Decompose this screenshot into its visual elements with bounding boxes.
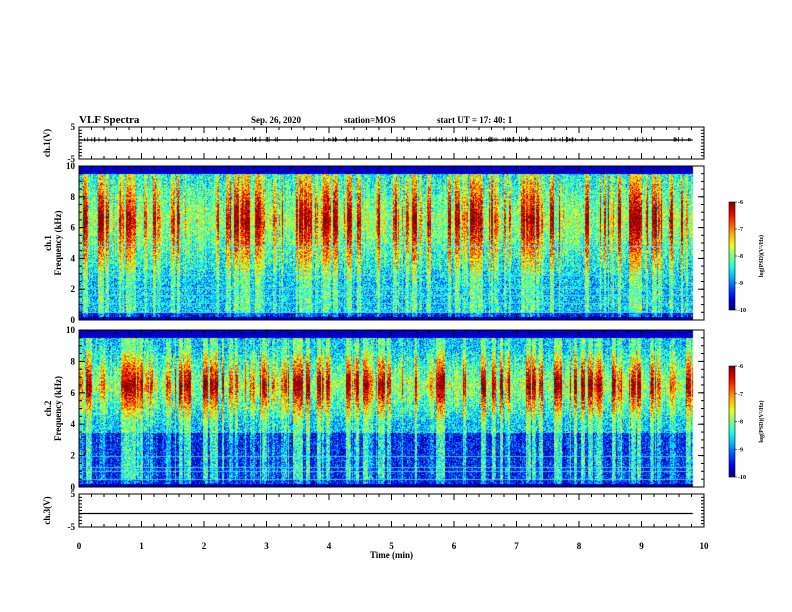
- colorbar-tick-label: -8: [738, 254, 743, 260]
- x-tick-label: 10: [700, 541, 710, 551]
- y-axis-label: Frequency (kHz): [53, 210, 63, 275]
- y-axis-label: ch.1: [43, 235, 53, 251]
- x-tick-label: 9: [639, 541, 644, 551]
- x-tick-label: 3: [264, 541, 269, 551]
- x-tick-label: 6: [452, 541, 457, 551]
- colorbar-tick-label: -7: [738, 392, 743, 398]
- colorbar-tick-label: -10: [738, 475, 746, 481]
- header-date: Sep. 26, 2020: [251, 115, 302, 125]
- ch1-waveform-panel: 5 -5 ch.1(V): [42, 122, 705, 164]
- x-axis-label: Time (min): [370, 550, 413, 560]
- y-tick-label: 0: [71, 482, 76, 492]
- y-tick-label: 2: [71, 284, 76, 294]
- header-start-time: start UT = 17: 40: 1: [437, 115, 513, 125]
- y-tick-label: 5: [71, 122, 76, 132]
- colorbar-tick-label: -7: [738, 227, 743, 233]
- ch2-spectrogram-panel: 0 2 4 6 8 10 ch.2 Frequency (kHz): [43, 325, 705, 492]
- colorbar-label: log(PSD)(V²/Hz): [758, 235, 765, 277]
- x-tick-label: 7: [514, 541, 519, 551]
- x-tick-label: 1: [139, 541, 144, 551]
- colorbar-label: log(PSD)(V²/Hz): [758, 400, 765, 442]
- y-tick-label: 4: [71, 253, 76, 263]
- y-tick-label: 8: [71, 356, 76, 366]
- colorbar-tick-label: -10: [738, 308, 746, 314]
- x-tick-label: 2: [202, 541, 207, 551]
- y-tick-label: 8: [71, 192, 76, 202]
- y-axis-label: ch.3(V): [42, 496, 52, 524]
- colorbar: [728, 365, 736, 478]
- y-tick-label: -5: [68, 154, 76, 164]
- spectrogram-image: [79, 166, 704, 320]
- y-tick-label: 6: [71, 223, 76, 233]
- x-tick-label: 0: [77, 541, 82, 551]
- colorbar-tick-label: -6: [738, 200, 743, 206]
- time-axis: 0 1 2 3 4 5 6 7 8 9 10 Time (min): [77, 541, 709, 560]
- colorbar: [728, 201, 736, 311]
- x-tick-label: 5: [389, 541, 394, 551]
- x-tick-label: 8: [577, 541, 582, 551]
- y-axis-label: ch.2: [43, 400, 53, 416]
- colorbars: -6 -7 -8 -9 -10 log(PSD)(V²/Hz) -6 -7 -8 -9 -10 log…: [728, 200, 765, 481]
- y-tick-label: 10: [66, 161, 76, 171]
- y-tick-label: 10: [66, 325, 76, 335]
- y-tick-label: 0: [71, 315, 76, 325]
- x-tick-label: 4: [327, 541, 332, 551]
- figure-title: VLF Spectra: [79, 114, 140, 126]
- ch3-waveform-panel: 5 -5 ch.3(V): [42, 489, 705, 532]
- spectrogram-image: [79, 330, 704, 487]
- y-tick-label: 6: [71, 388, 76, 398]
- y-tick-label: -5: [68, 522, 76, 532]
- colorbar-tick-label: -9: [738, 447, 743, 453]
- y-axis-label: ch.1(V): [42, 129, 52, 157]
- header-station: station=MOS: [344, 115, 396, 125]
- y-tick-label: 5: [71, 489, 76, 499]
- ch1-spectrogram-panel: 0 2 4 6 8 10 ch.1 Frequency (kHz): [43, 161, 705, 325]
- y-tick-label: 4: [71, 419, 76, 429]
- y-tick-label: 2: [71, 451, 76, 461]
- colorbar-tick-label: -9: [738, 281, 743, 287]
- colorbar-tick-label: -6: [738, 364, 743, 370]
- colorbar-tick-label: -8: [738, 420, 743, 426]
- y-axis-label: Frequency (kHz): [53, 376, 63, 441]
